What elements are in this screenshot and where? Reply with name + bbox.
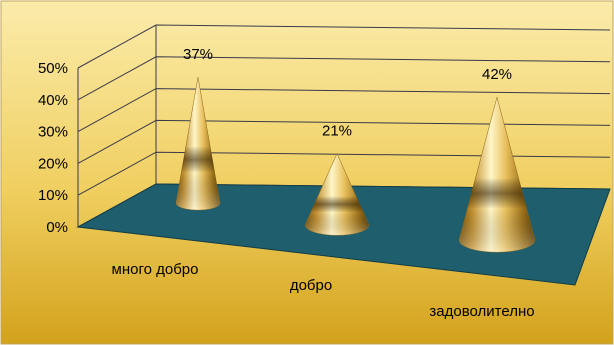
cone [458, 96, 536, 253]
cones: 37% 21% 42% [175, 46, 536, 253]
y-axis: 0% 10% 20% 30% 40% 50% [38, 60, 68, 236]
x-tick-label: задоволително [429, 303, 534, 320]
y-tick-label: 40% [38, 92, 68, 109]
y-tick-label: 50% [38, 60, 68, 77]
data-label: 37% [183, 46, 213, 63]
y-tick-label: 10% [38, 187, 68, 204]
cone-band [459, 97, 535, 253]
y-tick-label: 20% [38, 155, 68, 172]
data-label: 42% [482, 66, 512, 83]
cone [175, 77, 221, 211]
y-tick-label: 30% [38, 124, 68, 141]
x-axis: много добро добро задоволително [112, 261, 535, 320]
data-label: 21% [322, 123, 352, 140]
cone-band [305, 153, 369, 236]
cone-band [176, 77, 220, 211]
x-tick-label: много добро [112, 261, 199, 278]
cone [304, 152, 370, 236]
y-tick-label: 0% [46, 219, 68, 236]
x-tick-label: добро [290, 277, 332, 294]
